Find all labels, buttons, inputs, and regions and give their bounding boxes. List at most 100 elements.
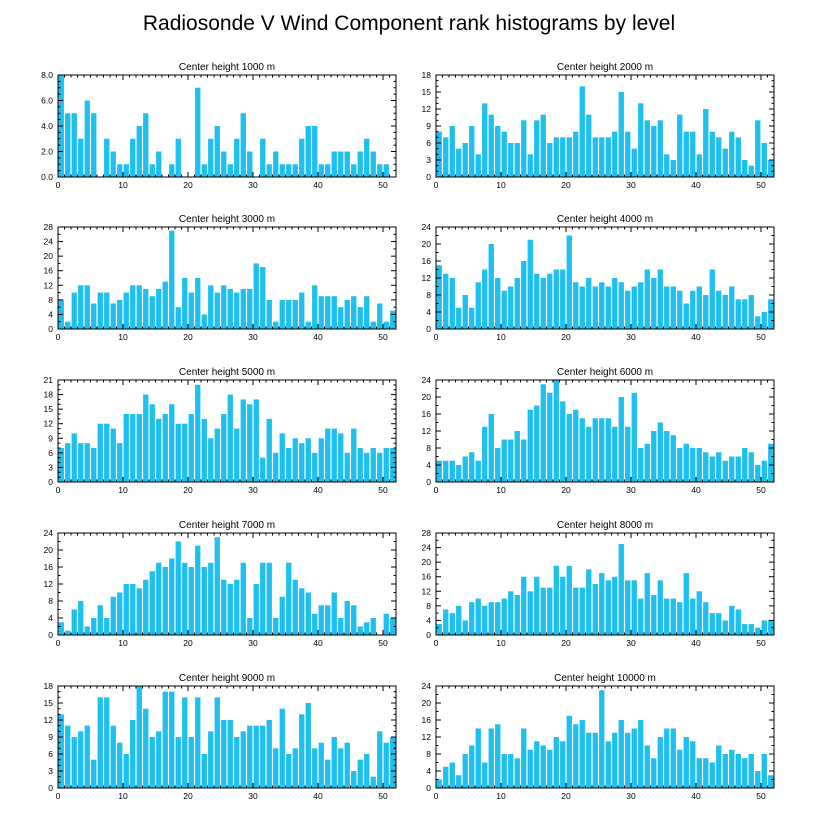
histogram-bar	[110, 428, 116, 482]
x-tick-label: 40	[313, 485, 323, 495]
panels: Center height 1000 m0 10 20 30 40 500.02.04.0…	[41, 62, 775, 801]
histogram-bar	[260, 138, 266, 177]
histogram-bar	[514, 278, 520, 329]
y-tick-label: 9	[48, 433, 53, 443]
histogram-bar	[214, 126, 220, 177]
histogram-bar	[761, 620, 767, 635]
x-tick-label: 40	[691, 332, 701, 342]
histogram-bar	[123, 164, 129, 177]
histogram-bar	[240, 113, 246, 177]
y-tick-label: 8.0	[41, 70, 53, 80]
histogram-bar	[462, 456, 468, 482]
histogram-bar	[331, 737, 337, 788]
histogram-bar	[709, 762, 715, 788]
histogram-bar	[299, 714, 305, 788]
histogram-bar	[592, 418, 598, 482]
panel-title: Center height 9000 m	[179, 673, 275, 684]
y-tick-label: 3	[48, 766, 53, 776]
histogram-bar	[169, 404, 175, 482]
histogram-bar	[534, 741, 540, 788]
histogram-bar	[104, 618, 110, 635]
histogram-bar	[97, 605, 103, 635]
histogram-bar	[657, 120, 663, 177]
histogram-bar	[573, 131, 579, 177]
histogram-bar	[357, 448, 363, 482]
y-tick-label: 12	[44, 715, 54, 725]
panel-title: Center height 8000 m	[557, 520, 653, 531]
histogram-bar	[605, 580, 611, 635]
histogram-bar	[768, 775, 774, 788]
histogram-bar	[748, 754, 754, 788]
histogram-bar	[566, 137, 572, 177]
histogram-bar	[495, 448, 501, 482]
x-tick-label: 50	[378, 791, 388, 801]
histogram-bar	[748, 165, 754, 177]
histogram-bar	[143, 394, 149, 482]
histogram-bar	[729, 131, 735, 177]
y-tick-label: 12	[44, 280, 54, 290]
x-tick-label: 50	[756, 180, 766, 190]
histogram-bar	[214, 697, 220, 788]
x-tick-label: 50	[756, 791, 766, 801]
histogram-bar	[58, 622, 64, 635]
histogram-bar	[573, 724, 579, 788]
y-tick-label: 8	[48, 295, 53, 305]
x-tick-label: 20	[183, 332, 193, 342]
histogram-bar	[573, 282, 579, 329]
histogram-bar	[266, 418, 272, 482]
histogram-bar	[716, 613, 722, 635]
histogram-bar	[748, 295, 754, 329]
histogram-bar	[253, 399, 259, 482]
y-tick-label: 9	[426, 121, 431, 131]
y-tick-label: 8	[426, 290, 431, 300]
histogram-bar	[436, 265, 442, 329]
histogram-bar	[136, 126, 142, 177]
x-tick-label: 50	[378, 638, 388, 648]
y-tick-label: 16	[44, 266, 54, 276]
x-tick-label: 20	[561, 180, 571, 190]
histogram-bar	[456, 775, 462, 788]
y-tick-label: 6	[48, 448, 53, 458]
histogram-bar	[449, 460, 455, 482]
histogram-bar	[351, 164, 357, 177]
histogram-bar	[266, 720, 272, 788]
histogram-bar	[188, 292, 194, 329]
histogram-bar	[482, 269, 488, 329]
histogram-bar	[456, 605, 462, 635]
histogram-bar	[65, 443, 71, 482]
histogram-bar	[84, 725, 90, 788]
histogram-bar	[338, 618, 344, 635]
histogram-bar	[553, 137, 559, 177]
histogram-bar	[436, 131, 442, 177]
histogram-bar	[722, 295, 728, 329]
histogram-bar	[312, 748, 318, 788]
histogram-bar	[709, 613, 715, 635]
y-tick-label: 4	[426, 307, 431, 317]
histogram-bar	[188, 737, 194, 788]
histogram-bar	[592, 732, 598, 788]
histogram-bar	[65, 113, 71, 177]
histogram-bar	[325, 759, 331, 788]
histogram-bar	[110, 151, 116, 177]
histogram-bar	[266, 299, 272, 329]
histogram-bar	[104, 292, 110, 329]
histogram-bar	[605, 286, 611, 329]
histogram-bar	[383, 448, 389, 482]
histogram-bar	[625, 426, 631, 482]
x-tick-label: 0	[56, 332, 61, 342]
histogram-bar	[527, 749, 533, 788]
y-tick-label: 16	[422, 715, 432, 725]
histogram-bar	[521, 261, 527, 329]
histogram-bar	[709, 456, 715, 482]
y-tick-label: 0	[48, 477, 53, 487]
histogram-bar	[579, 720, 585, 788]
x-tick-label: 40	[313, 332, 323, 342]
histogram-bar	[234, 138, 240, 177]
histogram-bar	[735, 137, 741, 177]
histogram-bar	[175, 307, 181, 329]
histogram-bar	[540, 114, 546, 177]
histogram-bar	[664, 598, 670, 635]
histogram-bar	[143, 708, 149, 788]
histogram-bar	[247, 151, 253, 177]
x-tick-label: 40	[313, 180, 323, 190]
